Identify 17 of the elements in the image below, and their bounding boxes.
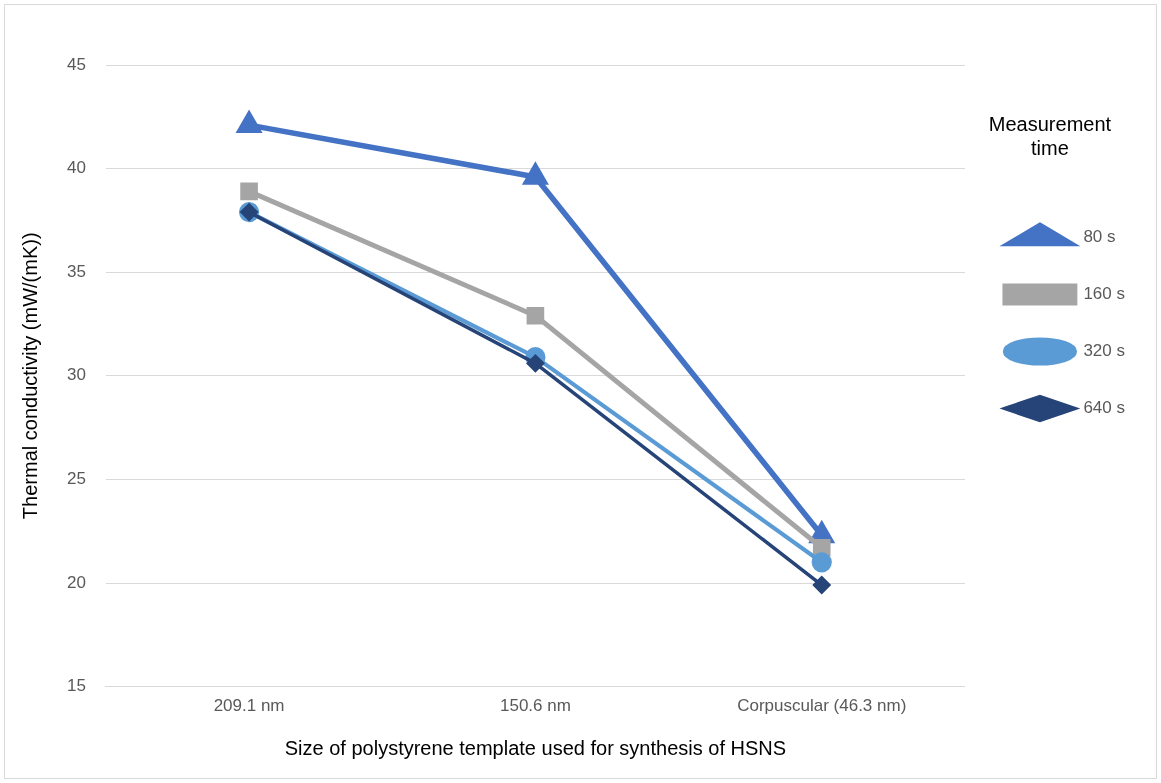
x-tick-label: Corpuscular (46.3 nm) xyxy=(737,696,907,716)
y-tick-label: 20 xyxy=(66,572,86,592)
x-axis-title: Size of polystyrene template used for synthesis of HSNS xyxy=(284,736,787,759)
y-tick-label: 30 xyxy=(66,365,86,385)
y-tick-label: 35 xyxy=(66,261,86,281)
x-tick-label: 150.6 nm xyxy=(499,696,571,716)
legend-label: 320 s xyxy=(1083,341,1126,361)
y-tick-label: 40 xyxy=(66,158,86,178)
y-tick-label: 45 xyxy=(66,54,86,74)
y-axis-title: Thermal conductivity (mW/(mK)) xyxy=(18,232,41,520)
legend-title: Measurement time xyxy=(988,112,1112,159)
legend-label: 640 s xyxy=(1083,398,1126,418)
x-tick-label: 209.1 nm xyxy=(213,696,285,716)
legend-label: 160 s xyxy=(1083,284,1126,304)
y-tick-label: 25 xyxy=(66,469,86,489)
y-tick-label: 15 xyxy=(66,676,86,696)
legend-label: 80 s xyxy=(1083,227,1116,247)
